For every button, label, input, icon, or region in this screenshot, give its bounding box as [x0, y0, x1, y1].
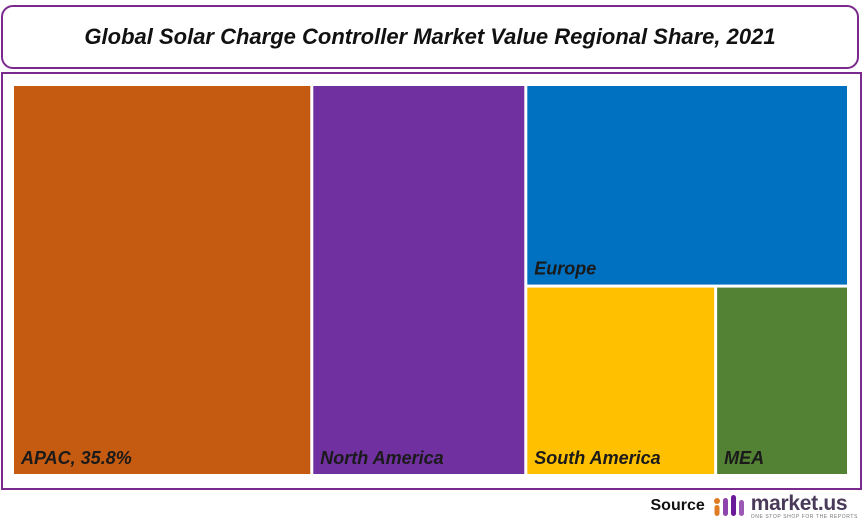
footer: Source market.us ONE STOP SHOP FOR THE R…: [651, 492, 859, 520]
treemap-label-apac: APAC, 35.8%: [20, 448, 132, 468]
treemap-label-north-america: North America: [320, 448, 443, 468]
treemap-label-south-america: South America: [534, 448, 660, 468]
source-label: Source: [650, 497, 705, 514]
chart-title: Global Solar Charge Controller Market Va…: [84, 24, 776, 49]
treemap-tile-mea: [717, 287, 847, 474]
brand-name: market.us: [750, 491, 848, 515]
market-us-logo-icon: [713, 495, 744, 516]
brand-logo: market.us ONE STOP SHOP FOR THE REPORTS: [713, 493, 858, 520]
treemap-tile-north-america: [313, 86, 525, 474]
brand-tagline: ONE STOP SHOP FOR THE REPORTS: [750, 513, 858, 520]
treemap-tile-europe: [527, 86, 847, 285]
treemap-label-mea: MEA: [724, 448, 764, 468]
treemap-tile-south-america: [527, 287, 715, 474]
chart-title-box: Global Solar Charge Controller Market Va…: [1, 5, 859, 69]
treemap-tile-apac: [14, 86, 311, 474]
treemap-label-europe: Europe: [534, 259, 596, 279]
chart-area: APAC, 35.8% North America Europe South Amer…: [1, 72, 862, 490]
treemap-chart: APAC, 35.8% North America Europe South Amer…: [14, 86, 847, 474]
